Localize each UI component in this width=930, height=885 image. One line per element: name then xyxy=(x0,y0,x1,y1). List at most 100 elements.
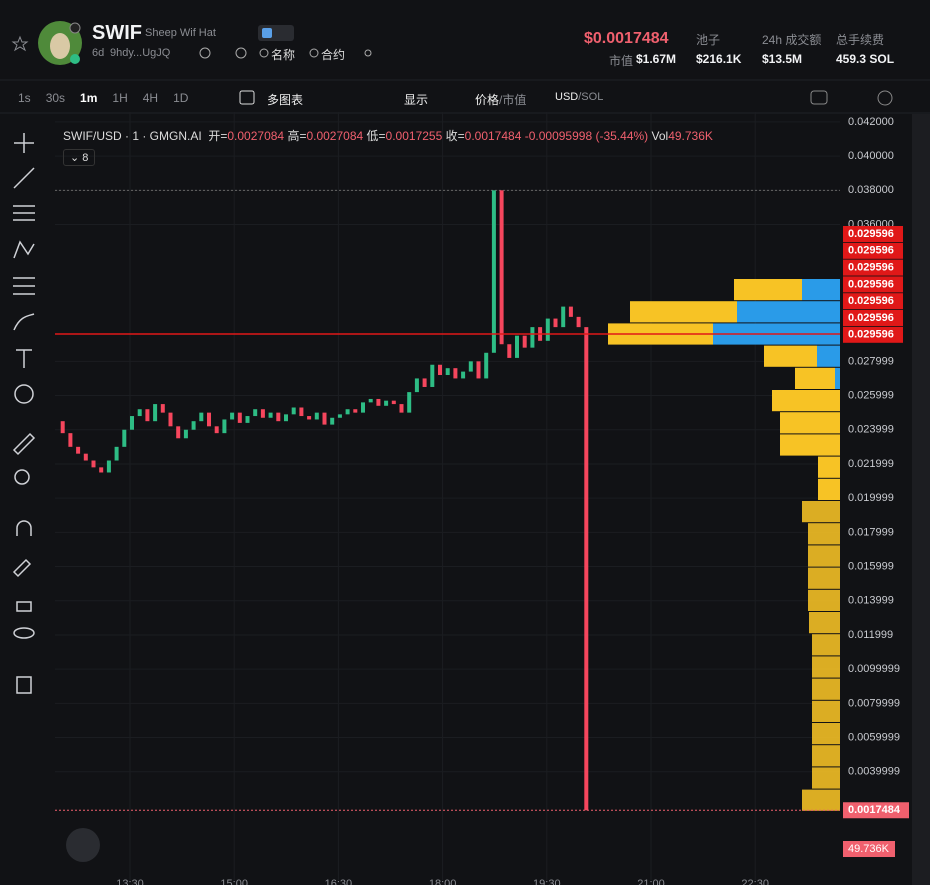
candle xyxy=(253,409,258,417)
currency[interactable]: USD xyxy=(555,91,579,103)
brush-tool[interactable] xyxy=(13,313,35,331)
token-address[interactable]: 9hdy...UgJQ xyxy=(110,47,171,59)
candle xyxy=(99,467,104,473)
price-tick-label: 0.042000 xyxy=(848,116,894,128)
profile-sell xyxy=(802,501,840,523)
web-icon[interactable] xyxy=(199,47,211,59)
candle xyxy=(130,416,134,430)
candle xyxy=(584,327,589,811)
zoom-tool[interactable] xyxy=(14,469,30,485)
text-tool[interactable] xyxy=(16,349,32,368)
price-tick-label: 0.0079999 xyxy=(848,697,900,709)
price-tick-label: 0.027999 xyxy=(848,355,894,367)
candle xyxy=(145,409,150,422)
fib-tool[interactable] xyxy=(13,277,35,295)
multi-chart[interactable]: 多图表 xyxy=(267,93,304,107)
candle xyxy=(361,402,365,413)
name-search[interactable]: 名称 xyxy=(271,48,296,62)
alert-label-bg xyxy=(843,293,903,310)
emoji-tool[interactable] xyxy=(14,384,34,404)
ruler-tool[interactable] xyxy=(12,432,36,456)
profile-buy xyxy=(802,279,840,301)
price: $0.0017484 xyxy=(584,30,669,47)
candle xyxy=(553,318,558,328)
search-icon[interactable] xyxy=(259,48,269,58)
interval[interactable]: 4H xyxy=(142,91,159,105)
settings-icon[interactable] xyxy=(877,90,893,106)
close-label: 收= xyxy=(445,129,465,143)
avatar-badge xyxy=(69,22,81,34)
profile-sell xyxy=(772,390,840,412)
candle xyxy=(414,378,419,393)
candle xyxy=(276,412,281,422)
search-icon[interactable] xyxy=(309,48,319,58)
indicator-count: 8 xyxy=(82,152,89,164)
price-tick-label: 0.023999 xyxy=(848,424,894,436)
interval[interactable]: 1H xyxy=(112,91,128,105)
candle xyxy=(122,429,127,447)
candle xyxy=(60,421,65,434)
interval[interactable]: 30s xyxy=(45,91,66,105)
contract-search[interactable]: 合约 xyxy=(321,48,346,62)
visibility-tool[interactable] xyxy=(13,627,35,639)
profile-sell xyxy=(808,567,840,589)
camera-icon[interactable] xyxy=(810,90,828,105)
line-tool[interactable] xyxy=(13,167,35,189)
profile-sell xyxy=(818,478,840,500)
lock-tool[interactable] xyxy=(16,601,32,612)
interval[interactable]: 1m xyxy=(80,91,98,105)
low: 0.0017255 xyxy=(385,129,443,143)
delete-tool[interactable] xyxy=(16,676,32,694)
x-icon[interactable] xyxy=(235,47,247,59)
price-tick-label: 0.0099999 xyxy=(848,663,900,675)
price-option[interactable]: 价格 xyxy=(475,93,500,107)
token-name: Sheep Wif Hat xyxy=(145,27,216,39)
candle xyxy=(530,327,535,348)
profile-sell xyxy=(780,412,840,434)
candle xyxy=(91,460,96,468)
profile-sell xyxy=(764,345,817,367)
badge-icon xyxy=(262,28,272,38)
mcap-option[interactable]: 市值 xyxy=(502,93,527,107)
candle xyxy=(491,190,496,353)
candle xyxy=(391,400,396,405)
parallel-tool[interactable] xyxy=(13,205,35,221)
star-icon[interactable] xyxy=(11,35,29,52)
candle xyxy=(337,414,342,418)
alert-label: 0.029596 xyxy=(848,312,894,324)
low-label: 低= xyxy=(366,129,386,143)
candle xyxy=(476,361,481,379)
add-icon[interactable] xyxy=(239,90,255,105)
candle xyxy=(438,364,442,376)
candle xyxy=(168,412,173,427)
display-menu[interactable]: 显示 xyxy=(404,93,429,107)
candle xyxy=(199,412,204,422)
fees: 459.3 SOL xyxy=(836,52,895,66)
alert-label-bg xyxy=(843,276,903,293)
magnet-tool[interactable] xyxy=(16,520,32,536)
indicator-toggle[interactable]: ⌄ 8 xyxy=(63,149,96,166)
alert-label-bg xyxy=(843,326,903,343)
volume: $13.5M xyxy=(762,52,803,66)
crosshair-tool[interactable] xyxy=(14,133,34,153)
time-tick-label: 18:00 xyxy=(429,878,457,885)
candle xyxy=(330,417,335,425)
candle xyxy=(191,421,196,430)
last-price-bg xyxy=(843,802,909,819)
lock-draw-tool[interactable] xyxy=(12,558,32,578)
currency-toggle[interactable]: USD/SOL xyxy=(555,91,603,103)
volume-label: 24h 成交额 xyxy=(762,33,822,47)
candle xyxy=(345,409,350,415)
interval[interactable]: 1D xyxy=(173,91,189,105)
candle xyxy=(407,392,412,413)
interval[interactable]: 1s xyxy=(18,91,31,105)
share-icon[interactable] xyxy=(364,49,372,57)
candle xyxy=(422,378,427,387)
change-pct: (-35.44%) xyxy=(595,129,649,143)
pattern-tool[interactable] xyxy=(13,240,35,259)
currency-alt[interactable]: SOL xyxy=(581,91,604,103)
price-mcap-toggle[interactable]: 价格/市值 xyxy=(475,91,526,108)
candle xyxy=(484,352,489,379)
candle xyxy=(76,446,81,454)
